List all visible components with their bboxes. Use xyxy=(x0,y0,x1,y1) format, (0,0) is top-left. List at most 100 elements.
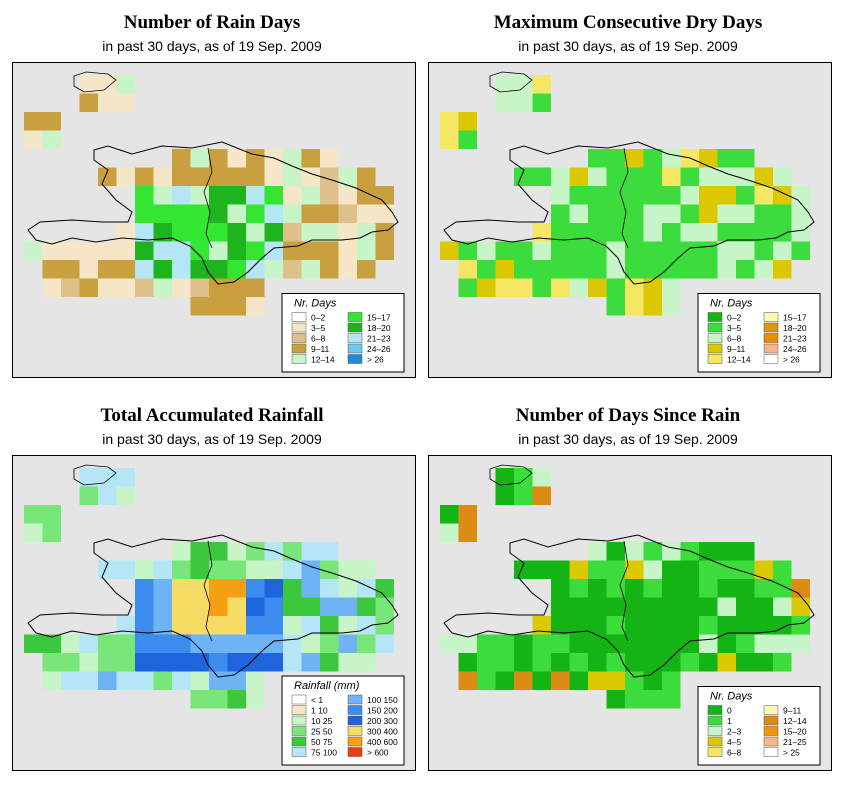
grid-cell xyxy=(246,634,265,653)
legend-label: 10 25 xyxy=(311,716,333,726)
grid-cell xyxy=(736,149,755,168)
grid-cell xyxy=(153,634,172,653)
grid-cell xyxy=(172,223,191,242)
legend-swatch xyxy=(291,322,307,333)
grid-cell xyxy=(172,149,191,168)
grid-cell xyxy=(172,204,191,223)
grid-cell xyxy=(246,186,265,205)
grid-cell xyxy=(606,653,625,672)
grid-cell xyxy=(246,297,265,316)
legend-label: 3–5 xyxy=(727,323,741,333)
grid-cell xyxy=(320,616,339,635)
legend-swatch xyxy=(291,343,307,354)
grid-cell xyxy=(569,671,588,690)
grid-cell xyxy=(227,241,246,260)
grid-cell xyxy=(736,597,755,616)
grid-cell xyxy=(301,616,320,635)
grid-cell xyxy=(662,690,681,709)
grid-cell xyxy=(699,542,718,561)
grid-cell xyxy=(588,560,607,579)
grid-cell xyxy=(338,579,357,598)
grid-cell xyxy=(190,616,209,635)
grid-cell xyxy=(61,241,80,260)
legend-label: 9–11 xyxy=(311,344,330,354)
grid-cell xyxy=(246,597,265,616)
grid-cell xyxy=(588,167,607,186)
grid-cell xyxy=(246,653,265,672)
grid-cell xyxy=(301,579,320,598)
grid-cell xyxy=(754,616,773,635)
grid-cell xyxy=(532,560,551,579)
panel-title-days-since-rain: Number of Days Since Rain xyxy=(515,405,741,426)
grid-cell xyxy=(551,560,570,579)
grid-cell xyxy=(190,186,209,205)
legend-swatch xyxy=(347,726,363,736)
grid-cell xyxy=(320,579,339,598)
grid-cell xyxy=(98,167,117,186)
grid-cell xyxy=(153,560,172,579)
grid-cell xyxy=(135,186,154,205)
grid-cell xyxy=(116,223,135,242)
grid-cell xyxy=(606,616,625,635)
grid-cell xyxy=(569,223,588,242)
grid-cell xyxy=(699,149,718,168)
grid-cell xyxy=(773,597,792,616)
grid-cell xyxy=(477,260,496,279)
grid-cell xyxy=(791,597,810,616)
grid-cell xyxy=(458,130,477,149)
grid-cell xyxy=(680,204,699,223)
grid-cell xyxy=(98,468,117,487)
grid-cell xyxy=(495,278,514,297)
grid-cell xyxy=(190,278,209,297)
grid-cell xyxy=(495,468,514,487)
grid-cell xyxy=(227,671,246,690)
grid-cell xyxy=(227,690,246,709)
legend-swatch xyxy=(707,747,723,757)
grid-cell xyxy=(736,167,755,186)
grid-cell xyxy=(172,671,191,690)
legend-swatch xyxy=(763,715,779,726)
grid-cell xyxy=(172,542,191,561)
grid-cell xyxy=(440,634,459,653)
legend-swatch xyxy=(291,354,307,364)
grid-cell xyxy=(606,223,625,242)
grid-cell xyxy=(320,186,339,205)
grid-cell xyxy=(320,634,339,653)
legend-label: 75 100 xyxy=(311,748,337,758)
legend-label: 12–14 xyxy=(311,355,335,365)
grid-cell xyxy=(643,278,662,297)
grid-cell xyxy=(754,634,773,653)
grid-cell xyxy=(569,560,588,579)
grid-cell xyxy=(569,167,588,186)
grid-cell xyxy=(190,653,209,672)
grid-cell xyxy=(61,671,80,690)
grid-cell xyxy=(283,616,302,635)
grid-cell xyxy=(532,653,551,672)
grid-cell xyxy=(172,653,191,672)
grid-cell xyxy=(79,93,98,112)
grid-cell xyxy=(116,560,135,579)
grid-cell xyxy=(246,167,265,186)
grid-cell xyxy=(79,260,98,279)
grid-cell xyxy=(569,204,588,223)
grid-cell xyxy=(532,468,551,487)
grid-cell xyxy=(680,579,699,598)
grid-cell xyxy=(172,579,191,598)
grid-cell xyxy=(643,690,662,709)
legend-title: Nr. Days xyxy=(294,298,337,310)
grid-cell xyxy=(375,616,394,635)
grid-cell xyxy=(24,505,43,524)
grid-cell xyxy=(773,260,792,279)
grid-cell xyxy=(569,186,588,205)
grid-cell xyxy=(699,260,718,279)
grid-cell xyxy=(135,260,154,279)
grid-cell xyxy=(495,671,514,690)
legend-swatch xyxy=(763,333,779,343)
legend-swatch xyxy=(347,343,363,354)
grid-cell xyxy=(61,653,80,672)
grid-cells xyxy=(24,468,394,709)
grid-cell xyxy=(588,653,607,672)
legend-swatch xyxy=(347,322,363,333)
